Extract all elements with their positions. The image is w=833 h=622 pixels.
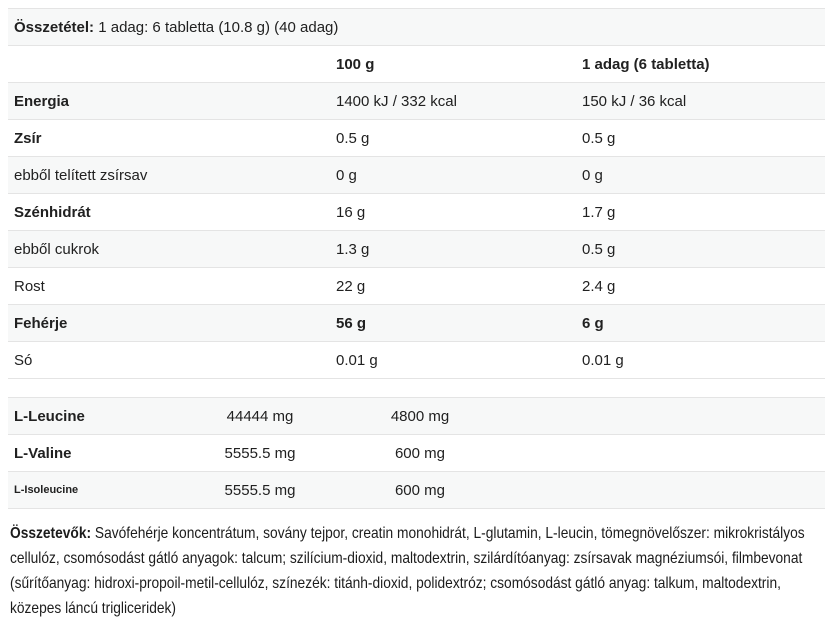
value-per-serving: 6 g (582, 314, 604, 332)
nutrient-name: Szénhidrát (14, 203, 91, 221)
nutrient-name: Zsír (14, 129, 42, 147)
nutrient-name: ebből cukrok (14, 240, 100, 258)
ingredients-text: Savófehérje koncentrátum, sovány tejpor,… (10, 525, 805, 617)
value-per-serving: 2.4 g (582, 277, 616, 295)
table-row: ebből cukrok 1.3 g 0.5 g (8, 231, 825, 268)
amino-per-100g: 5555.5 mg (224, 444, 296, 462)
amino-row: L-Leucine 44444 mg 4800 mg (8, 398, 825, 435)
value-per-100g: 1.3 g (336, 240, 370, 258)
amino-row: L-Valine 5555.5 mg 600 mg (8, 435, 825, 472)
amino-name: L-Valine (14, 444, 72, 462)
amino-per-serving: 600 mg (394, 481, 446, 499)
table-row: Rost 22 g 2.4 g (8, 268, 825, 305)
value-per-100g: 22 g (336, 277, 366, 295)
ingredients-label: Összetevők: (10, 525, 92, 542)
nutrition-facts-table: Összetétel: 1 adag: 6 tabletta (10.8 g) … (8, 8, 825, 509)
composition-label: Összetétel: (14, 18, 95, 36)
value-per-100g: 56 g (336, 314, 367, 332)
table-row: Szénhidrát 16 g 1.7 g (8, 194, 825, 231)
amino-per-100g: 44444 mg (226, 407, 294, 425)
nutrient-name: Rost (14, 277, 45, 295)
column-header-serving: 1 adag (6 tabletta) (582, 55, 710, 73)
composition-row: Összetétel: 1 adag: 6 tabletta (10.8 g) … (8, 9, 825, 46)
value-per-serving: 0.5 g (582, 129, 616, 147)
amino-name: L-Isoleucine (14, 484, 79, 496)
spacer-row (8, 379, 825, 398)
composition-value: 1 adag: 6 tabletta (10.8 g) (40 adag) (98, 18, 339, 36)
table-row: Energia 1400 kJ / 332 kcal 150 kJ / 36 k… (8, 83, 825, 120)
amino-row: L-Isoleucine 5555.5 mg 600 mg (8, 472, 825, 509)
table-row: ebből telített zsírsav 0 g 0 g (8, 157, 825, 194)
value-per-100g: 0.01 g (336, 351, 378, 369)
table-row: Fehérje 56 g 6 g (8, 305, 825, 342)
value-per-serving: 0 g (582, 166, 603, 184)
amino-per-100g: 5555.5 mg (224, 481, 296, 499)
value-per-serving: 1.7 g (582, 203, 616, 221)
nutrient-name: Energia (14, 92, 70, 110)
composition-text: Összetétel: 1 adag: 6 tabletta (10.8 g) … (8, 19, 825, 36)
value-per-serving: 0.01 g (582, 351, 624, 369)
value-per-serving: 150 kJ / 36 kcal (582, 92, 687, 110)
amino-per-serving: 4800 mg (390, 407, 450, 425)
nutrient-name: Só (14, 351, 33, 369)
table-row: Zsír 0.5 g 0.5 g (8, 120, 825, 157)
nutrient-name: ebből telített zsírsav (14, 166, 148, 184)
value-per-serving: 0.5 g (582, 240, 616, 258)
amino-per-serving: 600 mg (394, 444, 446, 462)
value-per-100g: 0.5 g (336, 129, 370, 147)
amino-name: L-Leucine (14, 407, 85, 425)
column-header-row: 100 g 1 adag (6 tabletta) (8, 46, 825, 83)
column-header-100g: 100 g (336, 55, 375, 73)
value-per-100g: 1400 kJ / 332 kcal (336, 92, 457, 110)
table-row: Só 0.01 g 0.01 g (8, 342, 825, 379)
ingredients-paragraph: Összetevők: Savófehérje koncentrátum, so… (10, 521, 827, 621)
nutrient-name: Fehérje (14, 314, 68, 332)
value-per-100g: 16 g (336, 203, 366, 221)
value-per-100g: 0 g (336, 166, 357, 184)
